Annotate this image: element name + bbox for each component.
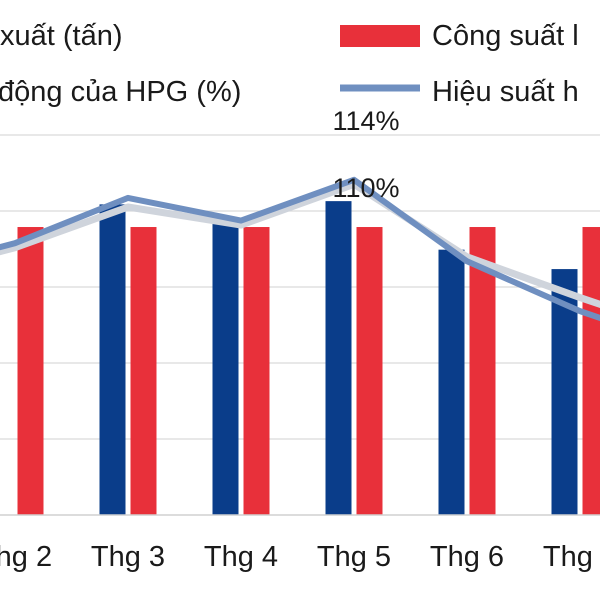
- legend-swatch-red: [340, 25, 420, 47]
- x-tick-thg-7: Thg 7: [543, 541, 600, 573]
- x-tick-thg-3: Thg 3: [91, 541, 165, 573]
- line-series-blue: [0, 176, 600, 322]
- x-tick-labels: Thg 2 Thg 3 Thg 4 Thg 5 Thg 6 Thg 7: [0, 541, 600, 573]
- legend-label-line-series-2: Hiệu suất h: [432, 76, 579, 108]
- x-tick-thg-6: Thg 6: [430, 541, 504, 573]
- legend-label-bar-series-1: xuất (tấn): [0, 20, 123, 52]
- bar-blue-thg-6: [438, 249, 465, 515]
- data-label-1: 114%: [332, 106, 399, 136]
- line-series-grey: [0, 180, 600, 309]
- data-labels: 114% 110%: [332, 106, 399, 203]
- x-tick-thg-5: Thg 5: [317, 541, 391, 573]
- bar-blue-thg-5: [325, 201, 352, 515]
- bar-red-thg-3: [130, 227, 157, 515]
- legend-label-bar-series-2: Công suất l: [432, 20, 579, 52]
- bar-blue-thg-4: [212, 220, 239, 516]
- bar-blue-thg-3: [99, 204, 126, 515]
- bar-red-thg-2: [17, 227, 44, 515]
- bars: [17, 201, 600, 516]
- bar-red-thg-4: [243, 227, 270, 515]
- legend: xuất (tấn) Công suất l động của HPG (%) …: [0, 20, 579, 108]
- lines: [0, 176, 600, 322]
- bar-red-thg-7: [582, 227, 600, 515]
- x-tick-thg-4: Thg 4: [204, 541, 278, 573]
- legend-label-line-series-1: động của HPG (%): [0, 76, 241, 108]
- x-tick-thg-2: Thg 2: [0, 541, 52, 573]
- bar-red-thg-5: [356, 227, 383, 515]
- data-label-2: 110%: [332, 173, 399, 203]
- gridlines: [0, 134, 600, 440]
